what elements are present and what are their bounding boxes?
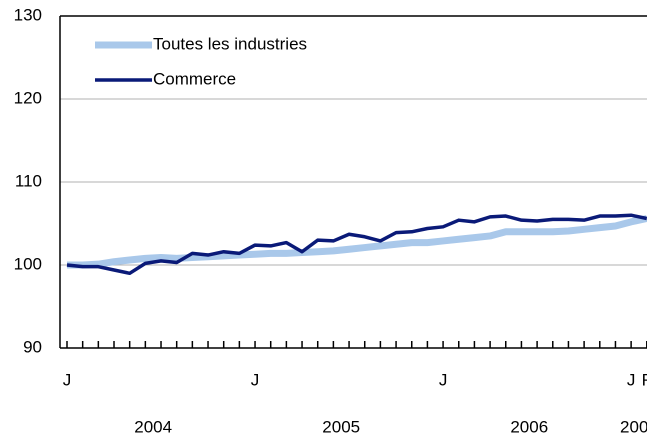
x-tick-label: J	[439, 370, 448, 389]
y-tick-label: 130	[14, 5, 42, 24]
x-tick-label: J	[627, 370, 636, 389]
y-tick-label: 120	[14, 88, 42, 107]
year-label: 2004	[134, 417, 172, 435]
legend-label: Toutes les industries	[153, 34, 307, 53]
year-label: 2005	[322, 417, 360, 435]
series-line	[66, 213, 647, 276]
x-tick-label: F	[642, 370, 647, 389]
year-label: 2007	[620, 417, 647, 435]
year-label: 2006	[510, 417, 548, 435]
y-tick-label: 110	[15, 171, 42, 190]
series-line	[67, 215, 647, 269]
legend-label: Commerce	[153, 69, 236, 88]
x-tick-label: J	[63, 370, 72, 389]
y-tick-label: 100	[14, 254, 42, 273]
y-tick-label: 90	[23, 337, 42, 356]
x-tick-label: J	[251, 370, 260, 389]
